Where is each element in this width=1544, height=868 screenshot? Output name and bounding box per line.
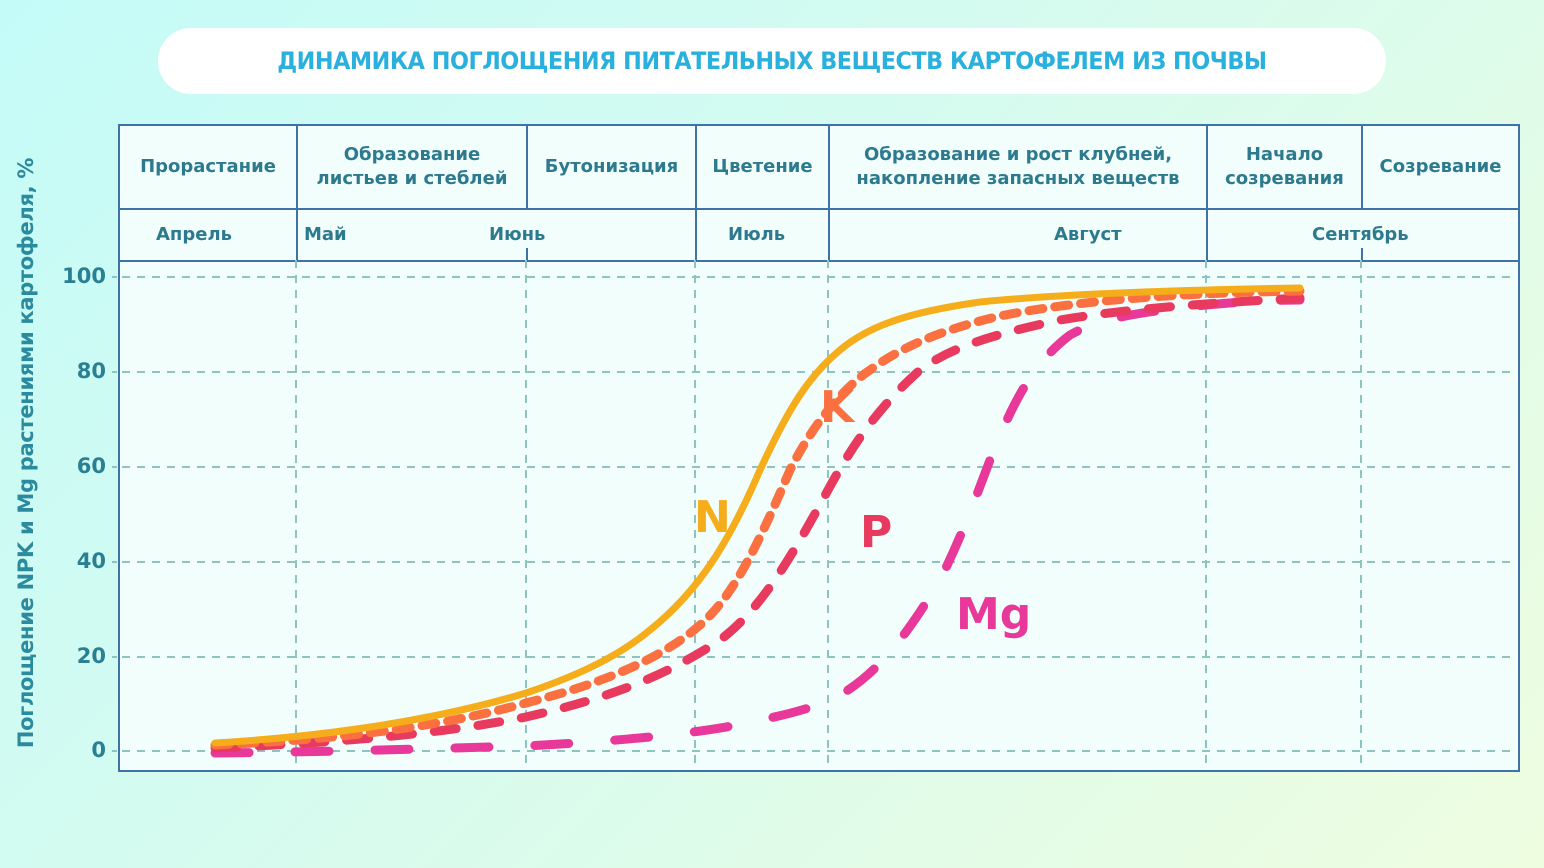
label-k: K [820, 382, 856, 433]
y-tick-marks [112, 276, 117, 752]
divider [526, 248, 528, 260]
y-tick-80: 80 [76, 359, 106, 383]
y-tick-100: 100 [62, 264, 106, 288]
stage-cell: Образование и рост клубней, накопление з… [828, 126, 1206, 208]
vertical-gridlines [295, 260, 1362, 770]
stage-cell: Начало созревания [1206, 126, 1361, 208]
month-label: Апрель [156, 223, 233, 245]
y-tick-0: 0 [91, 738, 106, 762]
title-banner: ДИНАМИКА ПОГЛОЩЕНИЯ ПИТАТЕЛЬНЫХ ВЕЩЕСТВ … [158, 28, 1386, 94]
curve-n [211, 284, 1304, 747]
stage-cell: Бутонизация [526, 126, 695, 208]
stage-header-row: Прорастание Образование листьев и стебле… [120, 126, 1518, 210]
chart-title: ДИНАМИКА ПОГЛОЩЕНИЯ ПИТАТЕЛЬНЫХ ВЕЩЕСТВ … [277, 47, 1267, 75]
divider [695, 208, 697, 260]
curve-p [210, 293, 1305, 753]
divider [1361, 248, 1363, 260]
stage-cell: Прорастание [140, 156, 276, 177]
horizontal-gridlines [122, 276, 1517, 752]
month-label: Август [1054, 223, 1122, 245]
divider [1206, 208, 1208, 260]
month-label: Июнь [489, 223, 546, 245]
stage-cell: Цветение [695, 126, 828, 208]
label-p: P [860, 507, 892, 558]
y-tick-40: 40 [76, 549, 106, 573]
month-label: Июль [728, 223, 786, 245]
stage-cell: Созревание [1361, 126, 1518, 208]
month-label: Май [304, 223, 347, 245]
curve-k [210, 286, 1305, 750]
chart-frame: Прорастание Образование листьев и стебле… [118, 124, 1520, 772]
divider [296, 208, 298, 260]
stage-cell: Образование листьев и стеблей [296, 126, 526, 208]
curve-mg [210, 295, 1305, 758]
y-tick-20: 20 [76, 644, 106, 668]
label-n: N [694, 492, 731, 543]
divider [828, 208, 830, 260]
y-tick-60: 60 [76, 454, 106, 478]
month-label: Сентябрь [1312, 223, 1409, 245]
month-header-row: Апрель Май Июнь Июль Август Сентябрь [120, 208, 1518, 262]
label-mg: Mg [956, 589, 1031, 640]
